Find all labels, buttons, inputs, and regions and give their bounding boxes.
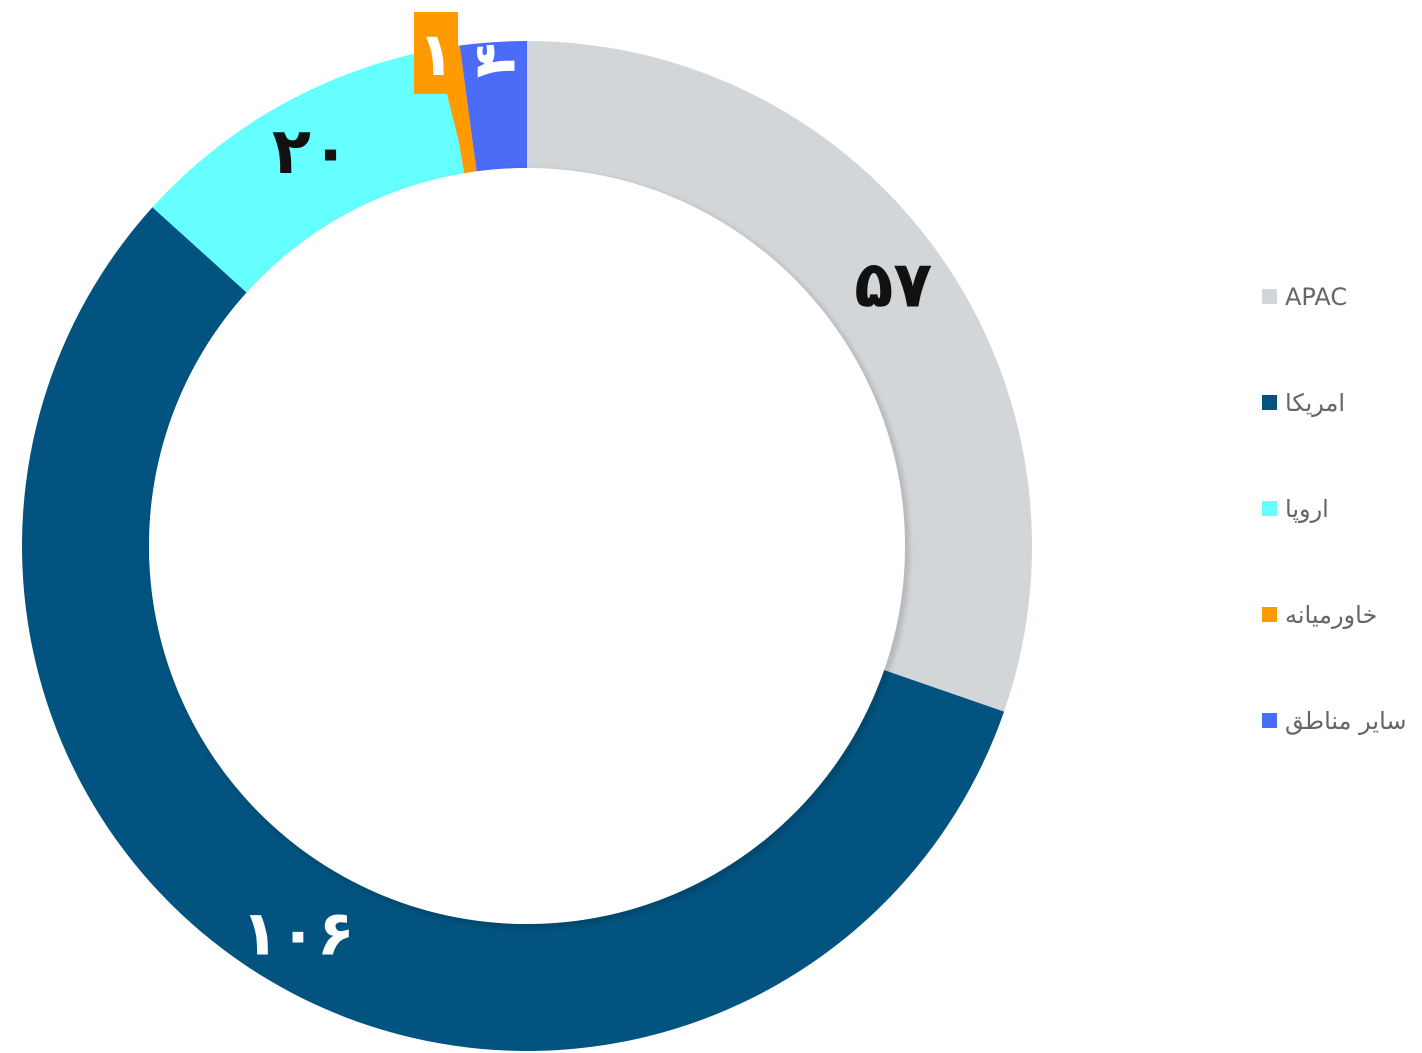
donut-slice: [459, 41, 527, 172]
donut-hole: [149, 168, 905, 924]
legend-label: سایر مناطق: [1285, 707, 1407, 735]
slice-value-label: ۵۷: [854, 248, 932, 322]
donut-value-labels: ۵۷ ۱۰۶ ۲۰ ۱ ۴: [241, 12, 932, 969]
small-slice-callout: [414, 12, 458, 94]
donut-slice: [152, 48, 465, 293]
legend-item: امریکا: [1262, 378, 1422, 484]
legend-swatch: [1262, 395, 1277, 410]
slice-value-label: ۱: [418, 20, 455, 90]
legend-item: سایر مناطق: [1262, 696, 1422, 802]
legend-swatch: [1262, 713, 1277, 728]
legend-label: خاورمیانه: [1285, 601, 1378, 629]
chart-legend: APAC امریکا اروپا خاورمیانه سایر مناطق: [1262, 272, 1422, 802]
slice-value-label: ۱۰۶: [241, 896, 355, 969]
donut-slice: [22, 207, 1005, 1051]
legend-label: APAC: [1285, 283, 1348, 311]
legend-label: امریکا: [1285, 389, 1346, 417]
legend-label: اروپا: [1285, 495, 1329, 523]
legend-item: APAC: [1262, 272, 1422, 378]
legend-item: اروپا: [1262, 484, 1422, 590]
slice-value-label: ۴: [461, 43, 529, 78]
slice-value-label: ۲۰: [272, 115, 350, 189]
legend-swatch: [1262, 289, 1277, 304]
legend-swatch: [1262, 501, 1277, 516]
legend-item: خاورمیانه: [1262, 590, 1422, 696]
small-slice-leader: [447, 94, 475, 171]
legend-swatch: [1262, 607, 1277, 622]
